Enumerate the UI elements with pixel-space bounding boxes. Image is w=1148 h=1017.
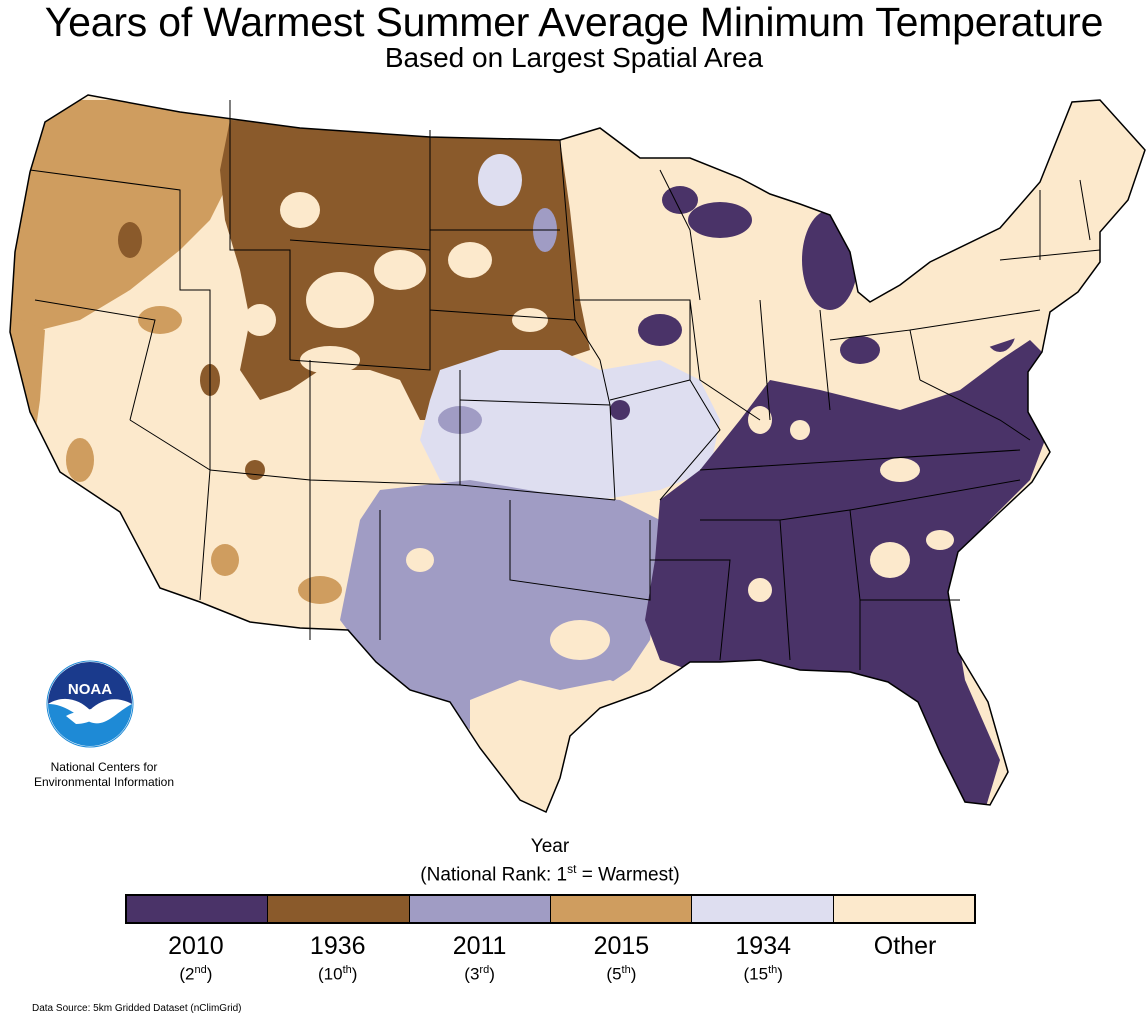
map-subtitle: Based on Largest Spatial Area [384, 42, 764, 73]
legend-swatch-1936 [268, 896, 410, 922]
map-title: Years of Warmest Summer Average Minimum … [44, 0, 1104, 45]
legend-year: 2010 [168, 932, 224, 960]
region-other-holes-southeast [748, 406, 954, 602]
legend-item-1934: 1934 (15th) [692, 932, 834, 985]
legend-year: 2011 [452, 932, 507, 960]
legend-rank: (5th) [606, 964, 637, 984]
legend-year: 2015 [593, 932, 650, 960]
legend-item-1936: 1936 (10th) [267, 932, 409, 985]
legend-rank: (2nd) [179, 964, 213, 984]
legend-swatch-2011 [409, 896, 551, 922]
noaa-logo: NOAA [46, 660, 134, 748]
legend-year: Other [873, 932, 937, 960]
organization-line-2: Environmental Information [33, 775, 175, 789]
legend-labels: 2010 (2nd) 1936 (10th) 2011 (3rd) 2015 (5th) 193… [125, 932, 976, 985]
legend-item-2015: 2015 (5th) [550, 932, 692, 985]
legend-swatch-2010 [127, 896, 269, 922]
legend-title: Year [530, 836, 570, 857]
legend-swatch-1934 [692, 896, 834, 922]
legend-year: 1936 [309, 932, 366, 960]
region-other-holes-north [244, 192, 548, 374]
legend-rank: (10th) [318, 964, 358, 984]
map-regions [10, 95, 1145, 812]
legend-rank: (3rd) [464, 964, 495, 984]
legend-item-2011: 2011 (3rd) [409, 932, 551, 985]
organization-line-1: National Centers for [50, 760, 158, 774]
region-2010-southeast [610, 186, 1050, 810]
us-map [0, 80, 1148, 820]
legend-swatch-other [833, 896, 974, 922]
region-other-northeast [880, 140, 1145, 360]
legend-swatch-2015 [550, 896, 693, 922]
legend-rank: (15th) [743, 964, 783, 984]
legend-year: 1934 [735, 932, 792, 960]
legend-item-2010: 2010 (2nd) [125, 932, 267, 985]
legend-color-bar [125, 894, 976, 924]
legend-heading: Year (National Rank: 1st = Warmest) [0, 836, 1100, 886]
organization-name: National Centers for Environmental Infor… [24, 760, 184, 790]
legend-item-other: Other [834, 932, 976, 985]
legend-rank-note: (National Rank: 1st = Warmest) [420, 862, 680, 886]
noaa-logo-text: NOAA [68, 681, 112, 698]
state-boundaries [9, 94, 1146, 813]
data-source: Data Source: 5km Gridded Dataset (nClimG… [32, 1003, 242, 1014]
